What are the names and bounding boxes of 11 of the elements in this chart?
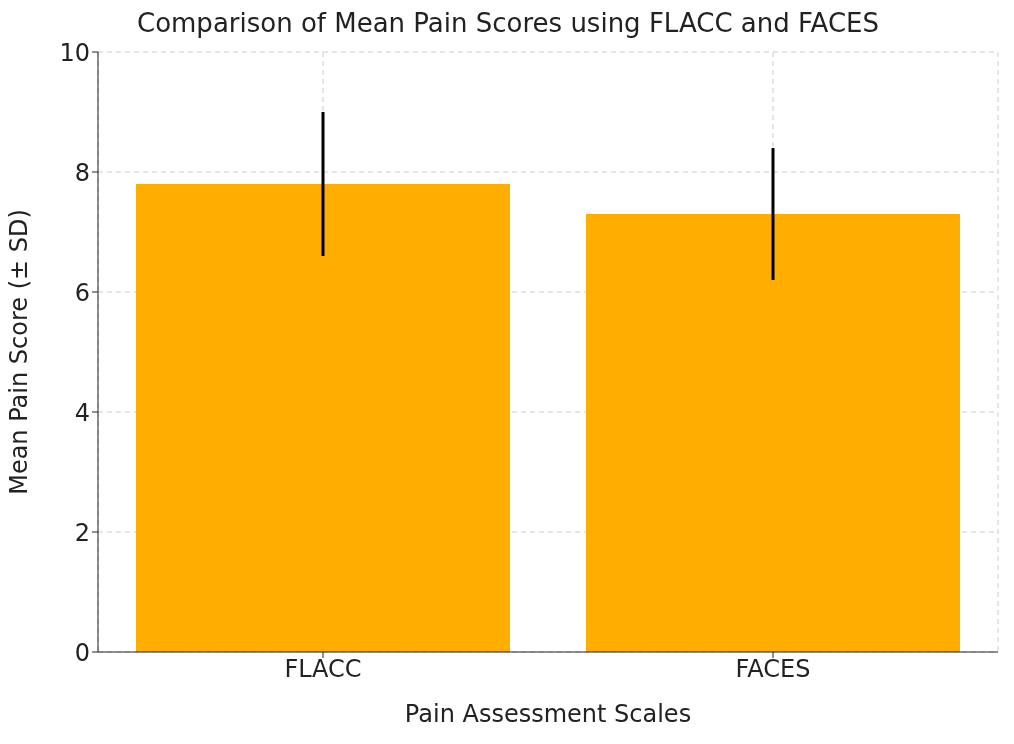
chart-title: Comparison of Mean Pain Scores using FLACC and FACES [136, 8, 879, 38]
x-axis-title: Pain Assessment Scales [404, 700, 692, 728]
x-tick-label: FACES [735, 655, 811, 684]
y-tick-label: 0 [74, 638, 90, 667]
y-tick-label: 8 [74, 158, 90, 187]
y-axis-title: Mean Pain Score (± SD) [4, 209, 33, 495]
y-tick-label: 6 [74, 278, 90, 307]
y-tick-label: 10 [59, 38, 90, 67]
x-tick-label: FLACC [284, 655, 362, 684]
y-tick-label: 4 [74, 398, 90, 427]
y-tick-label: 2 [74, 518, 90, 547]
